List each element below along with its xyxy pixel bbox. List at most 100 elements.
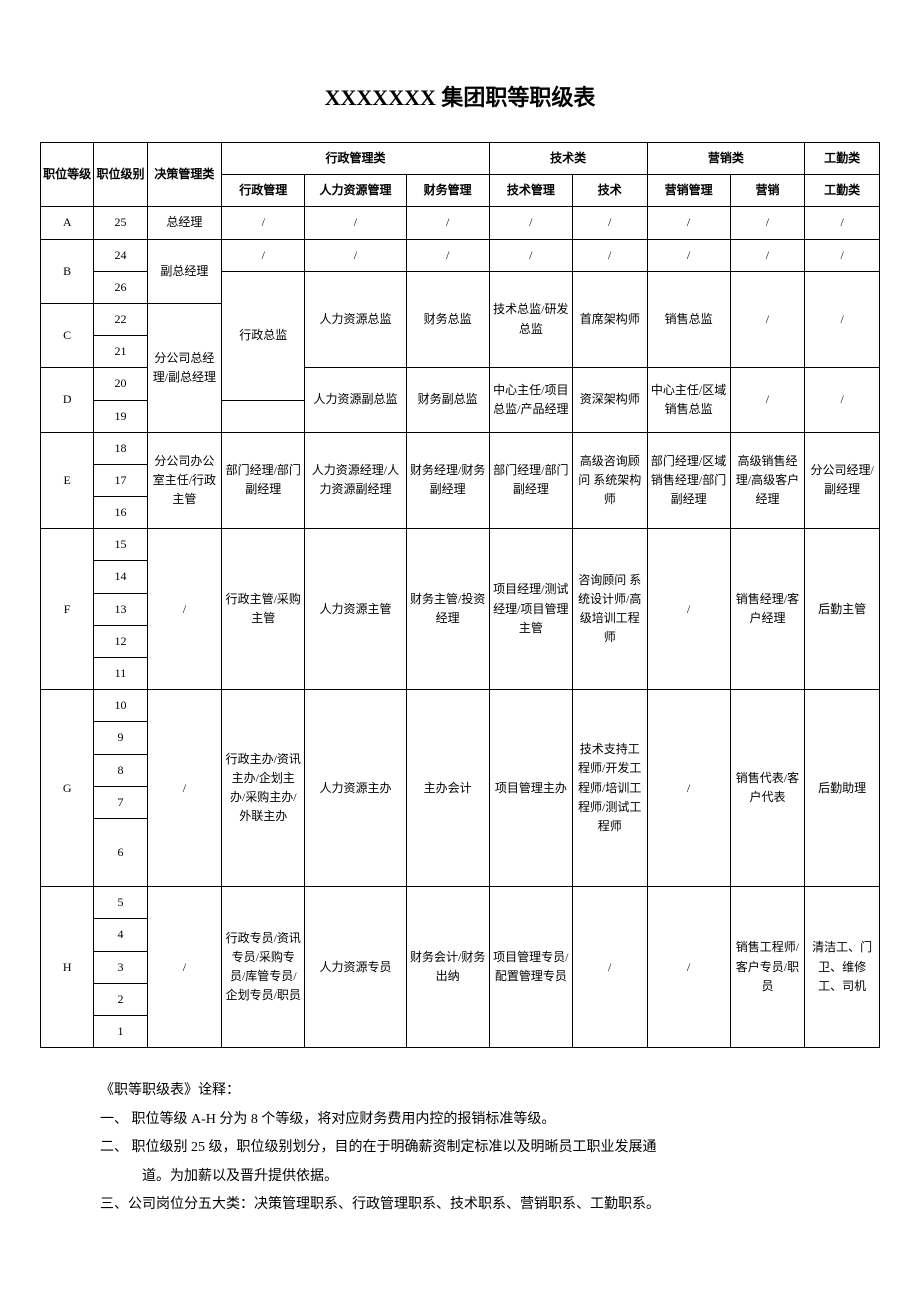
data-cell: 技术支持工程师/开发工程师/培训工程师/测试工程师 [572,690,647,887]
header-tech-group: 技术类 [489,143,647,175]
header-finance: 财务管理 [406,175,489,207]
data-cell: 清洁工、门卫、维修工、司机 [805,887,880,1048]
level-cell: 20 [94,368,147,400]
grade-cell: C [41,303,94,367]
level-cell: 10 [94,690,147,722]
level-cell: 21 [94,336,147,368]
header-admin: 行政管理 [222,175,305,207]
data-cell: 销售工程师/客户专员/职员 [730,887,805,1048]
data-cell: / [730,368,805,432]
data-cell: 行政主办/资讯主办/企划主办/采购主办/外联主办 [222,690,305,887]
grade-cell: B [41,239,94,303]
data-cell: 首席架构师 [572,271,647,368]
data-cell: 项目管理主办 [489,690,572,887]
header-grade: 职位等级 [41,143,94,207]
data-cell: 中心主任/项目总监/产品经理 [489,368,572,432]
level-cell: 3 [94,951,147,983]
data-cell: 财务会计/财务出纳 [406,887,489,1048]
data-cell: 分公司总经理/副总经理 [147,303,222,432]
header-techmgmt: 技术管理 [489,175,572,207]
data-cell: 副总经理 [147,239,222,303]
level-cell: 1 [94,1015,147,1047]
grade-cell: F [41,529,94,690]
data-cell: 人力资源总监 [305,271,406,368]
table-row: G 10 / 行政主办/资讯主办/企划主办/采购主办/外联主办 人力资源主办 主… [41,690,880,722]
level-cell: 7 [94,786,147,818]
data-cell: 技术总监/研发总监 [489,271,572,368]
data-cell: / [730,239,805,271]
data-cell: / [730,271,805,368]
header-admin-group: 行政管理类 [222,143,490,175]
data-cell: / [805,271,880,368]
header-logistics-group: 工勤类 [805,143,880,175]
table-row: H 5 / 行政专员/资讯专员/采购专员/库管专员/企划专员/职员 人力资源专员… [41,887,880,919]
data-cell: 高级销售经理/高级客户经理 [730,432,805,529]
data-cell: 后勤助理 [805,690,880,887]
data-cell: 财务总监 [406,271,489,368]
data-cell: 行政专员/资讯专员/采购专员/库管专员/企划专员/职员 [222,887,305,1048]
data-cell: / [406,207,489,239]
level-cell: 13 [94,593,147,625]
data-cell: / [147,690,222,887]
data-cell: / [805,207,880,239]
header-level: 职位级别 [94,143,147,207]
level-cell: 11 [94,658,147,690]
data-cell: / [805,368,880,432]
level-cell: 18 [94,432,147,464]
document-title: XXXXXXX 集团职等职级表 [40,80,880,112]
level-cell: 17 [94,464,147,496]
level-cell: 25 [94,207,147,239]
table-row: A 25 总经理 / / / / / / / / [41,207,880,239]
data-cell: 资深架构师 [572,368,647,432]
data-cell: / [647,690,730,887]
header-sales: 营销 [730,175,805,207]
data-cell: / [572,239,647,271]
data-cell: 财务副总监 [406,368,489,432]
data-cell: 主办会计 [406,690,489,887]
data-cell: / [647,529,730,690]
data-cell: 分公司办公室主任/行政主管 [147,432,222,529]
data-cell: / [305,239,406,271]
notes-header: 《职等职级表》诠释： [100,1078,880,1105]
table-row: B 24 副总经理 / / / / / / / / [41,239,880,271]
header-hr: 人力资源管理 [305,175,406,207]
data-cell: 人力资源主办 [305,690,406,887]
level-cell: 19 [94,400,147,432]
data-cell: 项目管理专员/配置管理专员 [489,887,572,1048]
header-salesmgmt: 营销管理 [647,175,730,207]
data-cell: 部门经理/部门副经理 [489,432,572,529]
data-cell: / [730,207,805,239]
data-cell: / [572,207,647,239]
header-tech: 技术 [572,175,647,207]
notes-item-2: 二、 职位级别 25 级，职位级别划分，目的在于明确薪资制定标准以及明晰员工职业… [100,1135,880,1162]
data-cell: 人力资源经理/人力资源副经理 [305,432,406,529]
level-cell: 9 [94,722,147,754]
data-cell: 财务主管/投资经理 [406,529,489,690]
data-cell: / [305,207,406,239]
grade-cell: G [41,690,94,887]
data-cell: 分公司经理/副经理 [805,432,880,529]
data-cell: / [147,887,222,1048]
data-cell: / [805,239,880,271]
data-cell: 总经理 [147,207,222,239]
grade-cell: D [41,368,94,432]
table-row: F 15 / 行政主管/采购主管 人力资源主管 财务主管/投资经理 项目经理/测… [41,529,880,561]
data-cell: 咨询顾问 系统设计师/高级培训工程师 [572,529,647,690]
data-cell: / [406,239,489,271]
data-cell: 后勤主管 [805,529,880,690]
level-cell: 14 [94,561,147,593]
level-cell: 15 [94,529,147,561]
notes-section: 《职等职级表》诠释： 一、 职位等级 A-H 分为 8 个等级，将对应财务费用内… [40,1078,880,1219]
data-cell: / [222,207,305,239]
data-cell: 高级咨询顾问 系统架构师 [572,432,647,529]
data-cell: 项目经理/测试经理/项目管理主管 [489,529,572,690]
job-grade-table: 职位等级 职位级别 决策管理类 行政管理类 技术类 营销类 工勤类 行政管理 人… [40,142,880,1048]
header-row-1: 职位等级 职位级别 决策管理类 行政管理类 技术类 营销类 工勤类 [41,143,880,175]
level-cell: 5 [94,887,147,919]
data-cell: 行政主管/采购主管 [222,529,305,690]
grade-cell: H [41,887,94,1048]
data-cell: 人力资源主管 [305,529,406,690]
notes-item-1: 一、 职位等级 A-H 分为 8 个等级，将对应财务费用内控的报销标准等级。 [100,1107,880,1134]
level-cell: 16 [94,497,147,529]
data-cell: 销售代表/客户代表 [730,690,805,887]
